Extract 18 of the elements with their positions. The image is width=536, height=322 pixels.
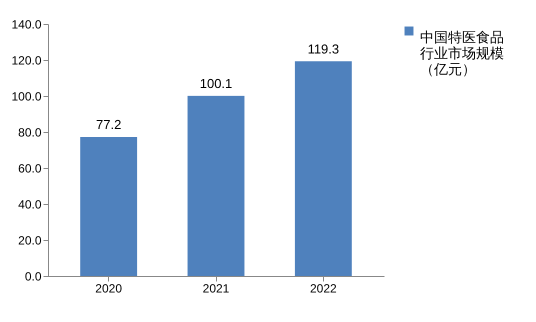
x-tick-label: 2021 — [202, 282, 230, 296]
y-tick-label: 0.0 — [24, 270, 42, 284]
y-tick-label: 140.0 — [11, 18, 42, 32]
x-tick-label: 2022 — [310, 282, 338, 296]
x-tick-label: 2020 — [95, 282, 122, 296]
bar — [188, 96, 244, 276]
y-tick-label: 60.0 — [18, 162, 42, 176]
y-tick-label: 40.0 — [18, 198, 42, 212]
bar — [80, 137, 138, 276]
bar — [294, 61, 352, 276]
data-label: 77.2 — [96, 117, 122, 132]
legend-label: 中国特医食品行业市场规模（亿元） — [420, 29, 504, 77]
y-tick-label: 80.0 — [18, 126, 42, 140]
data-label: 119.3 — [308, 41, 340, 56]
y-tick-label: 120.0 — [11, 54, 42, 68]
y-tick-label: 20.0 — [18, 234, 42, 248]
data-label: 100.1 — [200, 76, 232, 91]
y-tick-label: 100.0 — [11, 90, 42, 104]
